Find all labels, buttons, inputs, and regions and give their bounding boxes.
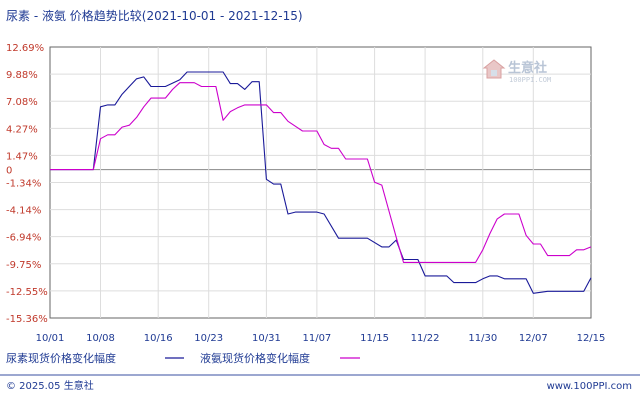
series-line-urea — [50, 71, 592, 294]
x-tick-label: 10/16 — [144, 333, 173, 344]
y-tick-label: -4.14% — [6, 206, 41, 217]
x-tick-label: 11/30 — [468, 333, 497, 344]
y-tick-label: 0 — [6, 166, 12, 177]
house-window-icon — [491, 70, 497, 76]
series-line-ammonia — [50, 82, 592, 263]
legend-label-ammonia: 液氨现货价格变化幅度 — [200, 351, 310, 365]
y-axis-ticks: 12.69% 9.88% 7.08% 4.27% 1.47% 0 -1.34% -4.14% -… — [6, 43, 48, 325]
x-tick-label: 12/07 — [519, 333, 548, 344]
y-tick-label: -6.94% — [6, 233, 41, 244]
watermark-name: 生意社 — [508, 60, 547, 76]
y-tick-label: 7.08% — [6, 97, 38, 108]
watermark-logo: 生意社 100PPI.COM — [482, 59, 551, 84]
x-tick-label: 11/22 — [411, 333, 440, 344]
legend: 尿素现货价格变化幅度 液氨现货价格变化幅度 — [6, 351, 360, 365]
legend-label-urea: 尿素现货价格变化幅度 — [6, 351, 116, 365]
y-tick-label: -12.55% — [6, 287, 48, 298]
footer-copyright: © 2025.05 生意社 — [6, 379, 94, 392]
y-tick-label: 9.88% — [6, 70, 38, 81]
y-tick-label: 4.27% — [6, 124, 38, 135]
chart-title: 尿素 - 液氨 价格趋势比较(2021-10-01 - 2021-12-15) — [6, 8, 303, 23]
x-tick-label: 10/31 — [252, 333, 281, 344]
y-tick-label: -15.36% — [6, 314, 48, 325]
y-tick-label: 1.47% — [6, 151, 38, 162]
footer-site[interactable]: www.100PPI.com — [547, 381, 632, 392]
x-tick-label: 10/01 — [36, 333, 65, 344]
y-tick-label: 12.69% — [6, 43, 44, 54]
x-tick-label: 10/08 — [86, 333, 115, 344]
x-tick-label: 11/15 — [360, 333, 389, 344]
x-tick-label: 12/15 — [577, 333, 606, 344]
x-tick-label: 11/07 — [302, 333, 331, 344]
house-icon — [482, 59, 506, 79]
x-tick-label: 10/23 — [194, 333, 223, 344]
y-tick-label: -1.34% — [6, 179, 41, 190]
x-axis-ticks: 10/01 10/08 10/16 10/23 10/31 11/07 11/15 11/22… — [36, 333, 606, 344]
series-lines — [50, 71, 592, 294]
y-tick-label: -9.75% — [6, 260, 41, 271]
watermark-url: 100PPI.COM — [509, 76, 551, 84]
